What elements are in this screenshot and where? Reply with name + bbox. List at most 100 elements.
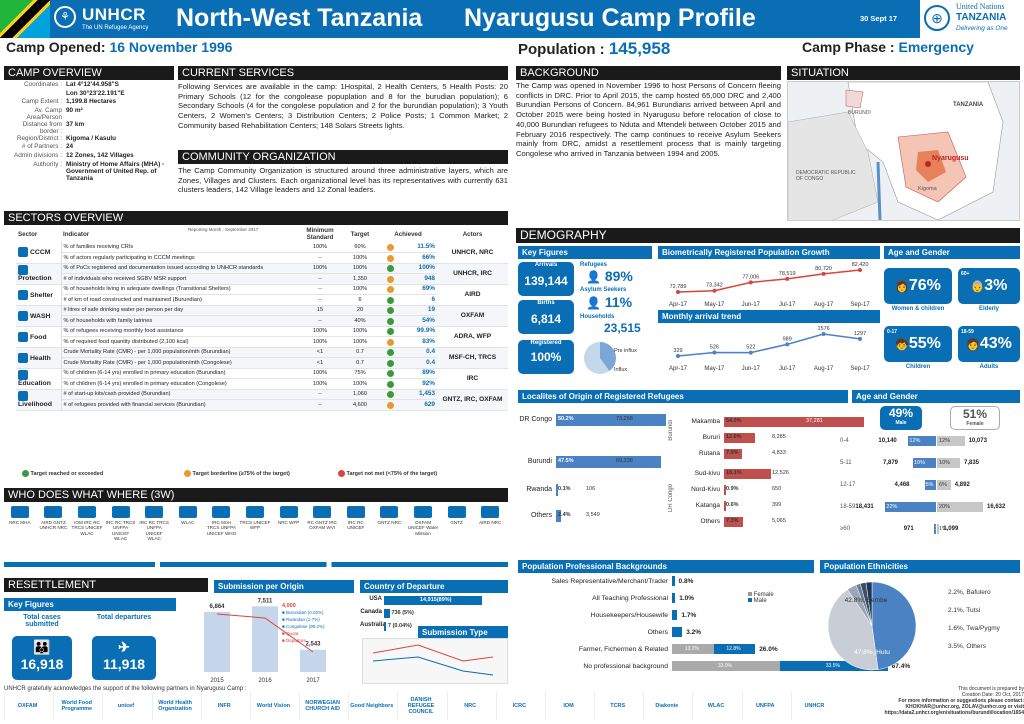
partner-logo: DANISH REFUGEE COUNCIL [397,692,443,720]
3w-actors: NRC MHA [9,520,31,525]
hutu-label: 47.8%, Hutu [854,649,890,656]
province-value: 5,065 [772,518,786,524]
3w-actors: IRC RC UNICEF [347,520,365,531]
camp-overview-table: Coordinates : Lat 4°12'44.958"S Lon 30°23'… [4,81,176,182]
data-point [712,350,717,355]
province-pct: 7.0% [726,450,739,456]
sector-name: Shelter [16,284,62,306]
overview-row: Region/District : Kigoma / Kasulu [4,135,176,144]
data-label: 1297 [854,331,866,337]
origin-pct: 50.2% [558,416,574,422]
sector-actors: UNHCR, IRC [437,263,508,285]
origin-bar [556,456,661,468]
sector-name: WASH [16,305,62,327]
growth-title: Biometrically Registered Population Grow… [658,246,880,259]
3w-column: NRC MHA [4,504,36,568]
influx-label: Influx [614,367,628,373]
origin-bar [556,510,562,522]
report-date: 30 Sept 17 [860,14,898,23]
origin-title: Localites of Origin of Registered Refuge… [518,390,848,403]
status-dot-icon [387,265,394,273]
ethnicity-label: 3.5%, Others [948,643,987,650]
overview-row: Admin divisions : 12 Zones, 142 Villages [4,152,176,161]
un-logo: ⊕ United Nations TANZANIA Delivering as … [920,0,1024,38]
un-name: United Nations [956,2,1005,11]
overview-row: Authority : Ministry of Home Affairs (MHA… [4,161,176,182]
female-pct: 6% [939,482,947,488]
female-pct: 12% [939,438,951,444]
profession-label: Housekeepers/Housewife [590,612,668,619]
sector-icon [111,506,130,518]
3w-column: GNTZ NRC [374,504,406,568]
refugees-value: 👤 89% [586,268,633,284]
male-bar [933,524,936,534]
sector-row: Livelihood # of start-up kits/cash provid… [16,389,508,411]
reporting-period: Reporting Month : September 2017 [188,227,259,232]
month-label: Aug-17 [814,302,834,308]
month-label: Apr-17 [669,366,688,372]
registered-value: 100% [530,350,562,364]
data-point [858,336,862,341]
data-label: 1576 [817,326,829,332]
elderly-label: Elderly [978,306,999,312]
sector-target: 100% [341,263,379,274]
sector-target: 0.7 [341,357,379,369]
sector-indicator: % of PoCs registered and documentation i… [61,263,299,274]
professional-chart: Sales Representative/Merchant/Trader 0.8%… [518,574,910,684]
women-children-label: Women & children [891,306,945,312]
overview-key: Distance from border : [22,120,62,135]
3w-title: WHO DOES WHAT WHERE (3W) [4,488,508,502]
3w-actors: RC GNTZ IRC OXFAM WVI [307,520,337,531]
age-group: 12-17 [840,482,856,488]
sector-target: 100% [341,326,379,337]
province-pct: 12.0% [726,434,742,440]
origin-province: Rutana [699,450,720,457]
origin-country: Rwanda [526,486,552,493]
origin-value: 73,268 [616,416,633,422]
arrival-trend-chart: 329 Apr-17 526 May-17 522 Jun-17 989 Jul-17 1576… [669,326,870,372]
departure-value: 7 (0.04%) [388,623,412,629]
country-departure-chart: USA 14,915(89%) Canada 736 (5%) Australia 7 (… [360,596,508,636]
month-label: May-17 [704,302,725,308]
elderly-card: 60+ 👵3% [958,268,1020,304]
male-pct: 12% [909,438,921,444]
3w-column: AIRD GNTZ UNHCR NRC [38,504,70,568]
province-bar [724,517,743,527]
population: Population : 145,958 [518,39,671,58]
province-value: 8,285 [772,434,786,440]
sector-icon [380,506,399,518]
demography-title: DEMOGRAPHY [516,228,1020,243]
overview-value: Ministry of Home Affairs (MHA) - Governm… [66,160,165,182]
male-pct: 10% [914,460,926,466]
profession-pct: 1.0% [679,595,695,602]
sector-icon [18,265,28,275]
sector-achieved: 19 [379,305,437,316]
ethnicities-title: Population Ethnicities [820,560,1020,573]
sector-name: Food [16,326,62,348]
origin-legend-item: ■ Congolese (98.2%) [282,624,325,629]
overview-row: Lon 30°23'22.191"E [4,90,176,99]
status-dot-icon [387,380,394,388]
ethnicity-label: 2.1%, Tutsi [948,607,980,614]
sector-min-standard: <1 [299,357,341,369]
submitted-value: 16,918 [20,656,64,672]
origin-bar [556,484,558,496]
sector-row: # of refugees provided with financial se… [16,399,508,411]
sector-icon [18,247,28,258]
region-map-label: Kigoma [918,186,937,192]
sector-achieved: 6 [379,294,437,306]
status-dot-icon [387,370,394,378]
profession-bar [672,610,678,620]
overview-key: Admin divisions : [14,151,62,159]
female-count: 4,892 [954,482,970,488]
origin-province: Others [700,518,720,525]
overview-key: Authority : [33,160,62,168]
data-point [785,276,790,281]
sector-indicator: % of refugees receiving monthly food ass… [61,326,299,337]
3w-actors: AIRD GNTZ UNHCR NRC [39,520,68,531]
origin-value: 106 [586,486,596,492]
sector-icon [279,506,298,518]
submitted-card: 👪 16,918 [12,636,72,680]
3w-column: OXFAM UNICEF Water Mission [407,504,439,568]
prof-legend: Female Male [748,592,774,604]
